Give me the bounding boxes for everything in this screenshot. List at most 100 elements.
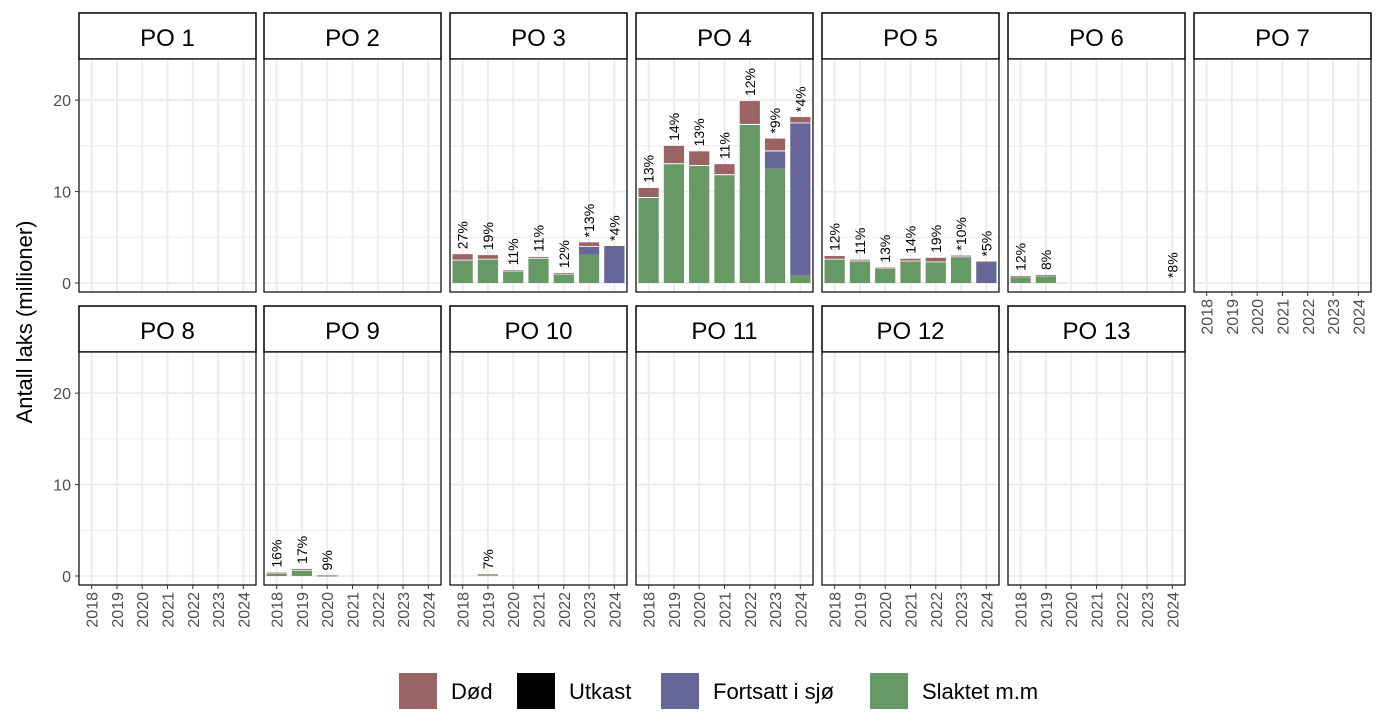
po-4-bar-2018-utkast <box>638 197 659 198</box>
po-4-bar-2023-dod <box>764 138 786 151</box>
po-6-bar-2019-slaktet <box>1035 275 1057 283</box>
po-4-bar-2022-dod <box>739 101 760 124</box>
po-11-strip-label: PO 11 <box>691 318 757 345</box>
po-3-bar-2019-utkast <box>477 258 499 260</box>
po-5-bar-2023-utkast <box>950 256 972 258</box>
po-5-bar-2020-utkast <box>875 268 896 269</box>
po-11-xtick-label: 2019 <box>667 592 684 628</box>
po-3-bar-2022-slaktet <box>553 273 574 283</box>
po-6-pct-label-2024: *8% <box>1164 252 1180 278</box>
ytick-label: 20 <box>53 93 71 110</box>
po-5-pct-label-2018: 12% <box>827 223 843 251</box>
po-4-bar-2023-fortsatt-i-sjo <box>764 151 786 169</box>
legend-label-2: Fortsatt i sjø <box>713 679 834 704</box>
po-3-strip <box>449 12 628 60</box>
po-3-bar-2023-fortsatt-i-sjo <box>578 246 600 255</box>
po-3-bar-2023-slaktet <box>578 254 600 283</box>
po-11-xtick-label: 2022 <box>743 592 760 628</box>
po-3-strip-label: PO 3 <box>511 25 566 52</box>
ytick-label: 0 <box>62 276 71 293</box>
po-7-xtick-label: 2018 <box>1200 299 1217 335</box>
po-9-pct-label-2018: 16% <box>269 540 285 568</box>
po-3-bar-2021-utkast <box>528 257 549 259</box>
legend-label-0: Død <box>451 679 493 704</box>
po-10-xtick-label: 2019 <box>481 592 498 628</box>
po-3-pct-label-2022: 12% <box>556 240 572 268</box>
po-10-strip <box>449 305 628 353</box>
po-5-bar-2024-dod <box>976 261 997 263</box>
po-9-strip-label: PO 9 <box>325 318 380 345</box>
po-10-xtick-label: 2020 <box>506 592 523 628</box>
po-5-pct-label-2022: 19% <box>928 225 944 253</box>
po-3-bar-2024-fortsatt-i-sjo <box>604 246 625 283</box>
legend-key-3 <box>870 673 908 709</box>
po-12-xtick-label: 2024 <box>979 592 996 628</box>
legend-label-3: Slaktet m.m <box>922 679 1038 704</box>
po-7-strip <box>1193 12 1372 60</box>
po-4-bar-2021-slaktet <box>714 175 735 283</box>
po-11-strip <box>635 305 814 353</box>
po-6-panel-border <box>1007 58 1186 293</box>
po-5-bar-2019-utkast <box>849 260 871 262</box>
po-9-bar-2018-dod <box>266 572 287 574</box>
po-4-bar-2022-slaktet <box>739 124 760 283</box>
po-8-xtick-label: 2022 <box>186 592 203 628</box>
po-5-bar-2023-dod <box>950 255 972 257</box>
po-4-bar-2018-slaktet <box>638 197 659 283</box>
po-5-bar-2023-slaktet <box>950 257 972 283</box>
po-3-bar-2021-dod <box>528 256 549 258</box>
po-3-bar-2023-utkast <box>578 245 600 247</box>
po-3-bar-2018-slaktet <box>452 260 473 283</box>
po-6-bar-2019-utkast <box>1035 275 1057 277</box>
po-7-xtick-label: 2019 <box>1225 299 1242 335</box>
po-12-xtick-label: 2018 <box>828 592 845 628</box>
po-4-pct-label-2021: 11% <box>717 132 733 159</box>
legend-key-1 <box>517 673 555 709</box>
po-10-xtick-label: 2022 <box>557 592 574 628</box>
po-9-bar-2018-slaktet <box>266 573 287 576</box>
po-4-bar-2022-utkast <box>739 123 760 125</box>
po-9-xtick-label: 2022 <box>371 592 388 628</box>
po-4-bar-2021-dod <box>714 164 735 175</box>
po-11-xtick-label: 2024 <box>793 592 810 628</box>
po-12-xtick-label: 2020 <box>878 592 895 628</box>
po-6-strip-label: PO 6 <box>1069 25 1124 52</box>
po-3-bar-2019-slaktet <box>477 259 499 283</box>
po-1-strip-label: PO 1 <box>140 25 195 52</box>
po-3-pct-label-2019: 19% <box>480 222 496 250</box>
po-5-bar-2024-fortsatt-i-sjo <box>976 261 997 283</box>
po-8-xtick-label: 2020 <box>135 592 152 628</box>
po-12-xtick-label: 2019 <box>853 592 870 628</box>
po-9-xtick-label: 2021 <box>346 592 363 628</box>
po-4-bar-2020-slaktet <box>689 165 710 283</box>
po-13-xtick-label: 2023 <box>1140 592 1157 628</box>
po-4-pct-label-2022: 12% <box>742 68 758 96</box>
po-4-pct-label-2024: *4% <box>792 86 808 112</box>
po-4-bar-2019-dod <box>663 145 685 164</box>
po-2-strip <box>263 12 442 60</box>
po-5-bar-2022-utkast <box>925 261 946 263</box>
po-10-bar-2019-dod <box>477 574 499 576</box>
ytick-label: 0 <box>62 569 71 586</box>
po-10-pct-label-2019: 7% <box>480 549 496 569</box>
po-4-strip <box>635 12 814 60</box>
po-9-xtick-label: 2019 <box>295 592 312 628</box>
po-6-bar-2018-dod <box>1010 275 1031 277</box>
po-5-bar-2021-slaktet <box>900 261 921 283</box>
po-4-pct-label-2020: 13% <box>691 118 707 146</box>
po-5-strip <box>821 12 1000 60</box>
po-3-pct-label-2021: 11% <box>531 225 547 252</box>
po-10-xtick-label: 2023 <box>582 592 599 628</box>
po-6-bar-2019-dod <box>1035 275 1057 276</box>
y-axis-label: Antall laks (millioner) <box>12 221 37 424</box>
po-3-bar-2020-utkast <box>503 270 524 272</box>
po-4-bar-2024-utkast <box>790 122 811 124</box>
po-3-bar-2024-dod <box>604 245 625 247</box>
po-12-xtick-label: 2021 <box>904 592 921 628</box>
po-7-strip-label: PO 7 <box>1255 25 1310 52</box>
po-13-strip <box>1007 305 1186 353</box>
po-7-xtick-label: 2021 <box>1276 299 1293 335</box>
po-7-xtick-label: 2022 <box>1301 299 1318 335</box>
po-5-pct-label-2020: 13% <box>877 235 893 263</box>
